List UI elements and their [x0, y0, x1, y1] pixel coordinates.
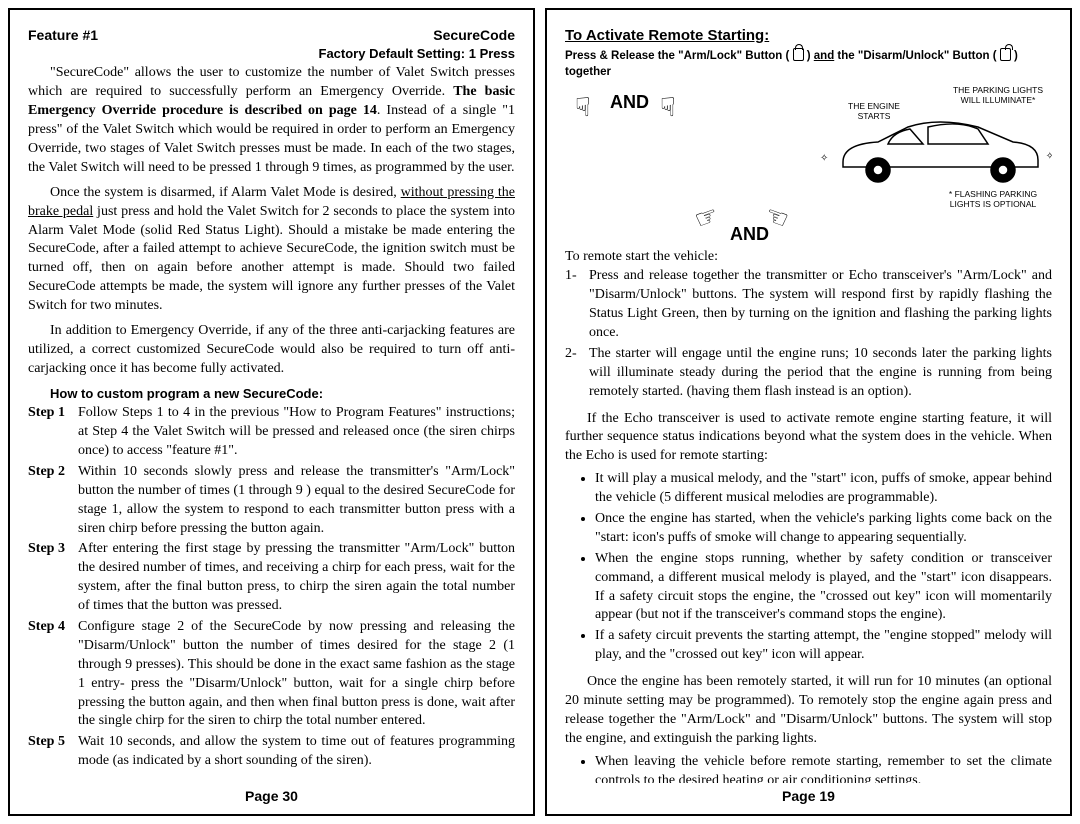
list-item: Once the engine has started, when the ve… — [595, 510, 1052, 548]
after-paragraph: Once the engine has been remotely starte… — [565, 673, 1052, 749]
step-item: Step 4Configure stage 2 of the SecureCod… — [28, 618, 515, 731]
caption-flash: * FLASHING PARKING LIGHTS IS OPTIONAL — [938, 190, 1048, 209]
page-number-right: Page 19 — [565, 783, 1052, 806]
unlock-icon — [1000, 48, 1011, 61]
left-body: "SecureCode" allows the user to customiz… — [28, 64, 515, 378]
default-setting: Factory Default Setting: 1 Press — [28, 45, 515, 63]
sub-heading: How to custom program a new SecureCode: — [50, 385, 515, 403]
numbered-list: 1-Press and release together the transmi… — [565, 267, 1052, 401]
bullet-list-last: When leaving the vehicle before remote s… — [565, 753, 1052, 783]
spark-icon: ✧ — [1046, 150, 1052, 164]
list-item: When the engine stops running, whether b… — [595, 550, 1052, 626]
and-label-bottom: AND — [730, 222, 769, 246]
page-number-left: Page 30 — [28, 783, 515, 806]
list-item: 1-Press and release together the transmi… — [565, 267, 1052, 343]
caption-lights: THE PARKING LIGHTS WILL ILLUMINATE* — [948, 86, 1048, 105]
step-item: Step 1Follow Steps 1 to 4 in the previou… — [28, 404, 515, 461]
right-page: To Activate Remote Starting: Press & Rel… — [545, 8, 1072, 816]
left-page: Feature #1 SecureCode Factory Default Se… — [8, 8, 535, 816]
hand-point-icon: ☟ — [575, 90, 591, 125]
list-item: When leaving the vehicle before remote s… — [595, 753, 1052, 783]
list-item: If a safety circuit prevents the startin… — [595, 627, 1052, 665]
step-list: Step 1Follow Steps 1 to 4 in the previou… — [28, 404, 515, 771]
echo-paragraph: If the Echo transceiver is used to activ… — [565, 410, 1052, 467]
bullet-list: It will play a musical melody, and the "… — [565, 470, 1052, 665]
list-item: It will play a musical melody, and the "… — [595, 470, 1052, 508]
intro-line: To remote start the vehicle: — [565, 248, 1052, 267]
page-spread: Feature #1 SecureCode Factory Default Se… — [0, 0, 1080, 824]
step-item: Step 5Wait 10 seconds, and allow the sys… — [28, 733, 515, 771]
caption-engine: THE ENGINE STARTS — [844, 102, 904, 121]
hand-point-icon: ☞ — [690, 198, 724, 239]
press-instruction: Press & Release the "Arm/Lock" Button ( … — [565, 48, 1052, 80]
step-item: Step 2Within 10 seconds slowly press and… — [28, 463, 515, 539]
illustration: ☟ AND ☟ ☞ ☞ AND — [565, 82, 1052, 242]
feature-name: SecureCode — [433, 26, 515, 45]
hand-point-icon: ☟ — [660, 90, 676, 125]
list-item: 2-The starter will engage until the engi… — [565, 345, 1052, 402]
spark-icon: ✧ — [820, 152, 828, 166]
feature-label: Feature #1 — [28, 26, 98, 45]
and-label-top: AND — [610, 90, 649, 114]
step-item: Step 3After entering the first stage by … — [28, 540, 515, 616]
lock-icon — [793, 48, 804, 61]
right-title: To Activate Remote Starting: — [565, 26, 1052, 46]
